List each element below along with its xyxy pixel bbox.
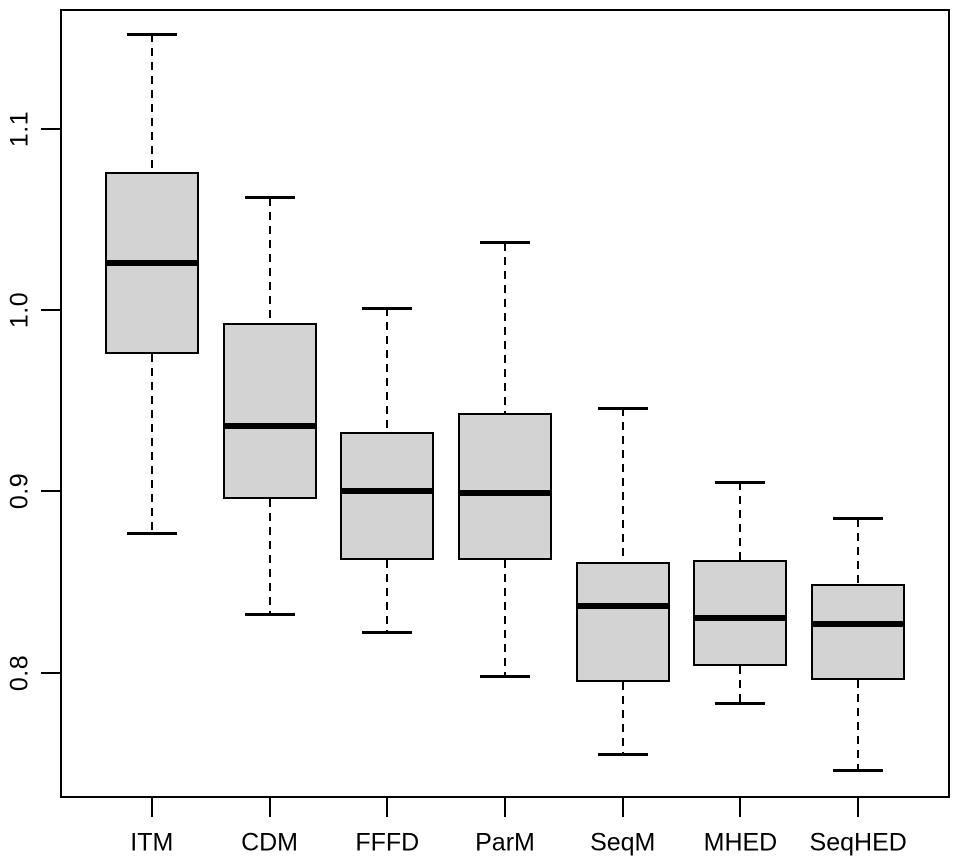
lower-whisker-cap-ITM <box>126 531 177 535</box>
lower-whisker-cap-CDM <box>244 613 295 617</box>
box-MHED <box>693 560 788 666</box>
y-axis-tick-label: 0.8 <box>5 654 34 691</box>
upper-whisker-ParM <box>504 242 506 414</box>
upper-whisker-FFFD <box>386 308 389 432</box>
y-axis-tick <box>41 309 60 312</box>
x-axis-tick <box>386 798 389 817</box>
upper-whisker-cap-SeqHED <box>833 517 884 521</box>
median-ParM <box>460 490 550 497</box>
upper-whisker-SeqM <box>621 408 624 563</box>
median-SeqHED <box>813 620 904 627</box>
lower-whisker-cap-ParM <box>480 674 530 678</box>
x-axis-category-label: FFFD <box>355 828 420 857</box>
x-axis-category-label: ITM <box>130 828 174 857</box>
y-axis-tick-label: 1.0 <box>5 291 34 329</box>
box-SeqHED <box>811 583 906 681</box>
y-axis-tick-label: 0.9 <box>5 473 34 510</box>
y-axis-tick <box>41 127 60 130</box>
median-CDM <box>224 423 315 430</box>
lower-whisker-SeqM <box>621 681 624 755</box>
box-SeqM <box>575 562 670 682</box>
upper-whisker-MHED <box>739 482 742 561</box>
upper-whisker-cap-ParM <box>480 241 530 245</box>
x-axis-category-label: SeqM <box>590 828 656 857</box>
lower-whisker-FFFD <box>386 560 389 633</box>
lower-whisker-cap-SeqHED <box>833 769 884 773</box>
x-axis-tick <box>857 798 860 817</box>
upper-whisker-cap-FFFD <box>362 306 413 310</box>
x-axis-tick <box>150 798 153 817</box>
y-axis-tick <box>41 490 60 493</box>
y-axis-tick-label: 1.1 <box>5 110 34 147</box>
lower-whisker-ITM <box>150 353 153 534</box>
lower-whisker-cap-FFFD <box>362 631 413 635</box>
upper-whisker-cap-MHED <box>715 480 766 484</box>
median-SeqM <box>577 602 668 609</box>
upper-whisker-ITM <box>150 34 153 173</box>
box-ParM <box>458 413 552 561</box>
upper-whisker-cap-ITM <box>126 32 177 36</box>
upper-whisker-cap-CDM <box>244 196 295 200</box>
lower-whisker-MHED <box>739 665 742 704</box>
box-CDM <box>222 322 317 499</box>
upper-whisker-cap-SeqM <box>597 406 648 410</box>
upper-whisker-CDM <box>268 197 271 323</box>
median-ITM <box>106 259 197 266</box>
median-FFFD <box>342 488 433 495</box>
lower-whisker-ParM <box>504 560 506 677</box>
x-axis-category-label: SeqHED <box>809 828 907 857</box>
lower-whisker-CDM <box>268 498 271 615</box>
lower-whisker-SeqHED <box>857 680 860 771</box>
y-axis-tick <box>41 671 60 674</box>
x-axis-tick <box>504 798 506 817</box>
box-FFFD <box>340 431 435 561</box>
x-axis-category-label: ParM <box>475 828 535 857</box>
x-axis-tick <box>739 798 742 817</box>
x-axis-tick <box>621 798 624 817</box>
median-MHED <box>695 615 786 622</box>
x-axis-tick <box>268 798 271 817</box>
x-axis-category-label: CDM <box>241 828 299 857</box>
lower-whisker-cap-SeqM <box>597 752 648 756</box>
lower-whisker-cap-MHED <box>715 702 766 706</box>
upper-whisker-SeqHED <box>857 518 860 584</box>
x-axis-category-label: MHED <box>703 828 778 857</box>
